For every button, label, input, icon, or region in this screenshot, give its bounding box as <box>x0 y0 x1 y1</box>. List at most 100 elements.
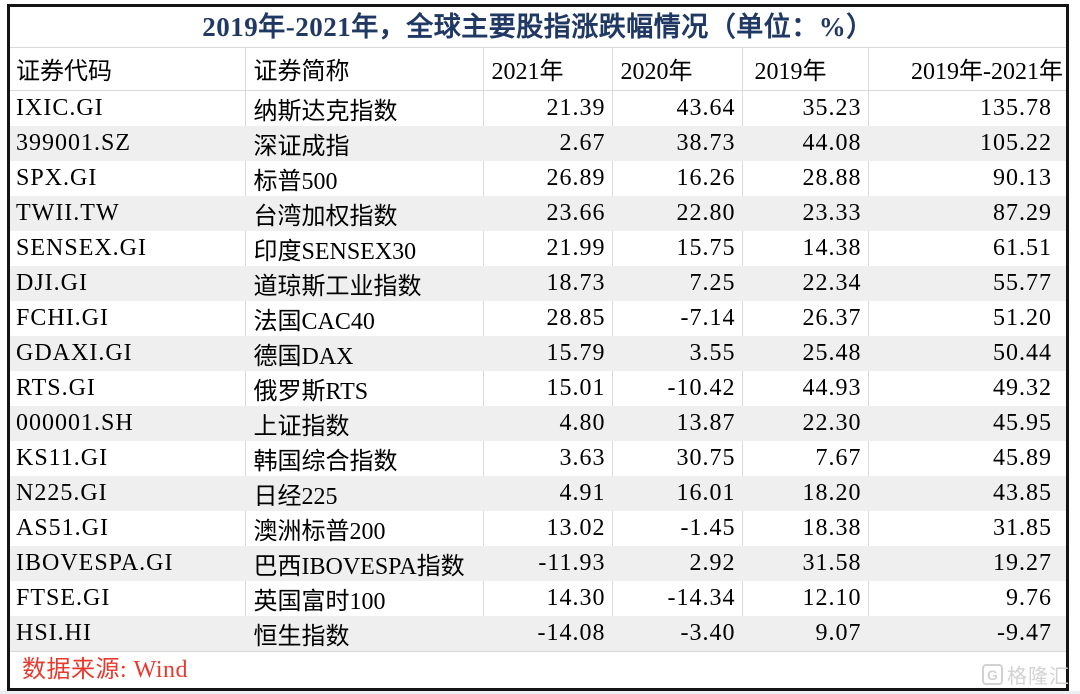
gelonghui-watermark: G 格隆汇 <box>982 660 1070 689</box>
cell-2019-2021: 55.77 <box>868 265 1066 301</box>
table-row: 399001.SZ 深证成指 2.67 38.73 44.08 105.22 <box>10 125 1066 161</box>
cell-name: 德国DAX <box>245 335 484 371</box>
cell-name: 印度SENSEX30 <box>245 230 484 266</box>
cell-2019: 22.30 <box>742 405 869 441</box>
cell-2019-2021: 105.22 <box>868 125 1066 161</box>
cell-2020: 16.26 <box>612 160 743 196</box>
cell-name: 澳洲标普200 <box>245 510 484 546</box>
cell-2019-2021: 9.76 <box>868 580 1066 616</box>
cell-2019-2021: 87.29 <box>868 195 1066 231</box>
table-row: RTS.GI 俄罗斯RTS 15.01 -10.42 44.93 49.32 <box>10 370 1066 406</box>
cell-2021: 4.80 <box>483 405 613 441</box>
cell-2021: 2.67 <box>483 125 613 161</box>
cell-2021: 14.30 <box>483 580 613 616</box>
cell-name: 深证成指 <box>245 125 484 161</box>
cell-code: 000001.SH <box>10 405 246 441</box>
cell-2021: 15.01 <box>483 370 613 406</box>
cell-2019: 12.10 <box>742 580 869 616</box>
cell-code: GDAXI.GI <box>10 335 246 371</box>
cell-code: N225.GI <box>10 475 246 511</box>
cell-2021: 26.89 <box>483 160 613 196</box>
cell-2020: 15.75 <box>612 230 743 266</box>
cell-code: SPX.GI <box>10 160 246 196</box>
cell-2021: 15.79 <box>483 335 613 371</box>
cell-code: IBOVESPA.GI <box>10 545 246 581</box>
cell-2020: -7.14 <box>612 300 743 336</box>
cell-2019: 18.20 <box>742 475 869 511</box>
header-row: 证券代码 证券简称 2021年 2020年 2019年 2019年-2021年 <box>10 48 1066 91</box>
cell-2021: 18.73 <box>483 265 613 301</box>
table-row: 000001.SH 上证指数 4.80 13.87 22.30 45.95 <box>10 405 1066 441</box>
cell-name: 台湾加权指数 <box>245 195 484 231</box>
gelonghui-logo-text: 格隆汇 <box>1007 666 1070 688</box>
cell-2019-2021: 61.51 <box>868 230 1066 266</box>
cell-2019-2021: 51.20 <box>868 300 1066 336</box>
column-header-name: 证券简称 <box>245 48 484 91</box>
table-row: HSI.HI 恒生指数 -14.08 -3.40 9.07 -9.47 <box>10 615 1066 651</box>
cell-2019: 44.93 <box>742 370 869 406</box>
cell-2019-2021: 31.85 <box>868 510 1066 546</box>
column-header-2021: 2021年 <box>483 48 613 91</box>
table-row: N225.GI 日经225 4.91 16.01 18.20 43.85 <box>10 475 1066 511</box>
cell-2019-2021: -9.47 <box>868 615 1066 651</box>
cell-2020: 2.92 <box>612 545 743 581</box>
cell-2019: 7.67 <box>742 440 869 476</box>
cell-name: 道琼斯工业指数 <box>245 265 484 301</box>
cell-name: 英国富时100 <box>245 580 484 616</box>
cell-name: 恒生指数 <box>245 615 484 651</box>
cell-2020: 13.87 <box>612 405 743 441</box>
cell-code: SENSEX.GI <box>10 230 246 266</box>
page-bottom-strip <box>0 691 1080 694</box>
cell-2020: 43.64 <box>612 90 743 126</box>
cell-2020: 38.73 <box>612 125 743 161</box>
cell-name: 标普500 <box>245 160 484 196</box>
cell-2019: 9.07 <box>742 615 869 651</box>
column-header-code: 证券代码 <box>10 48 246 91</box>
cell-2019: 22.34 <box>742 265 869 301</box>
table-row: SENSEX.GI 印度SENSEX30 21.99 15.75 14.38 61.51 <box>10 230 1066 266</box>
cell-2020: 22.80 <box>612 195 743 231</box>
cell-2019-2021: 19.27 <box>868 545 1066 581</box>
column-header-2019-2021: 2019年-2021年 <box>868 48 1066 91</box>
cell-2020: -14.34 <box>612 580 743 616</box>
cell-name: 上证指数 <box>245 405 484 441</box>
cell-name: 韩国综合指数 <box>245 440 484 476</box>
cell-code: HSI.HI <box>10 615 246 651</box>
index-performance-table: 证券代码 证券简称 2021年 2020年 2019年 2019年-2021年 … <box>10 48 1066 651</box>
column-header-2020: 2020年 <box>612 48 743 91</box>
cell-2019: 35.23 <box>742 90 869 126</box>
cell-2021: 21.39 <box>483 90 613 126</box>
cell-2019-2021: 43.85 <box>868 475 1066 511</box>
table-row: AS51.GI 澳洲标普200 13.02 -1.45 18.38 31.85 <box>10 510 1066 546</box>
cell-2019-2021: 50.44 <box>868 335 1066 371</box>
cell-2020: -10.42 <box>612 370 743 406</box>
table-body: IXIC.GI 纳斯达克指数 21.39 43.64 35.23 135.78 399001… <box>10 90 1066 651</box>
table-frame: 2019年-2021年，全球主要股指涨跌幅情况（单位：%） 证券代码 证券简称 … <box>7 4 1069 691</box>
cell-name: 法国CAC40 <box>245 300 484 336</box>
cell-2019: 25.48 <box>742 335 869 371</box>
table-row: IXIC.GI 纳斯达克指数 21.39 43.64 35.23 135.78 <box>10 90 1066 126</box>
table-header: 证券代码 证券简称 2021年 2020年 2019年 2019年-2021年 <box>10 48 1066 91</box>
cell-2020: 3.55 <box>612 335 743 371</box>
table-row: GDAXI.GI 德国DAX 15.79 3.55 25.48 50.44 <box>10 335 1066 371</box>
cell-2019-2021: 49.32 <box>868 370 1066 406</box>
cell-name: 日经225 <box>245 475 484 511</box>
table-row: SPX.GI 标普500 26.89 16.26 28.88 90.13 <box>10 160 1066 196</box>
cell-code: TWII.TW <box>10 195 246 231</box>
cell-2021: 3.63 <box>483 440 613 476</box>
gelonghui-logo-icon: G <box>982 664 1003 685</box>
cell-2021: 28.85 <box>483 300 613 336</box>
cell-name: 巴西IBOVESPA指数 <box>245 545 484 581</box>
cell-2021: 23.66 <box>483 195 613 231</box>
cell-2021: -11.93 <box>483 545 613 581</box>
cell-code: RTS.GI <box>10 370 246 406</box>
cell-2019: 28.88 <box>742 160 869 196</box>
data-source-label: 数据来源: Wind <box>22 656 189 683</box>
cell-2019-2021: 45.89 <box>868 440 1066 476</box>
column-header-2019: 2019年 <box>742 48 869 91</box>
table-row: TWII.TW 台湾加权指数 23.66 22.80 23.33 87.29 <box>10 195 1066 231</box>
cell-code: FCHI.GI <box>10 300 246 336</box>
table-title: 2019年-2021年，全球主要股指涨跌幅情况（单位：%） <box>10 7 1066 48</box>
cell-2019: 26.37 <box>742 300 869 336</box>
cell-2019: 18.38 <box>742 510 869 546</box>
